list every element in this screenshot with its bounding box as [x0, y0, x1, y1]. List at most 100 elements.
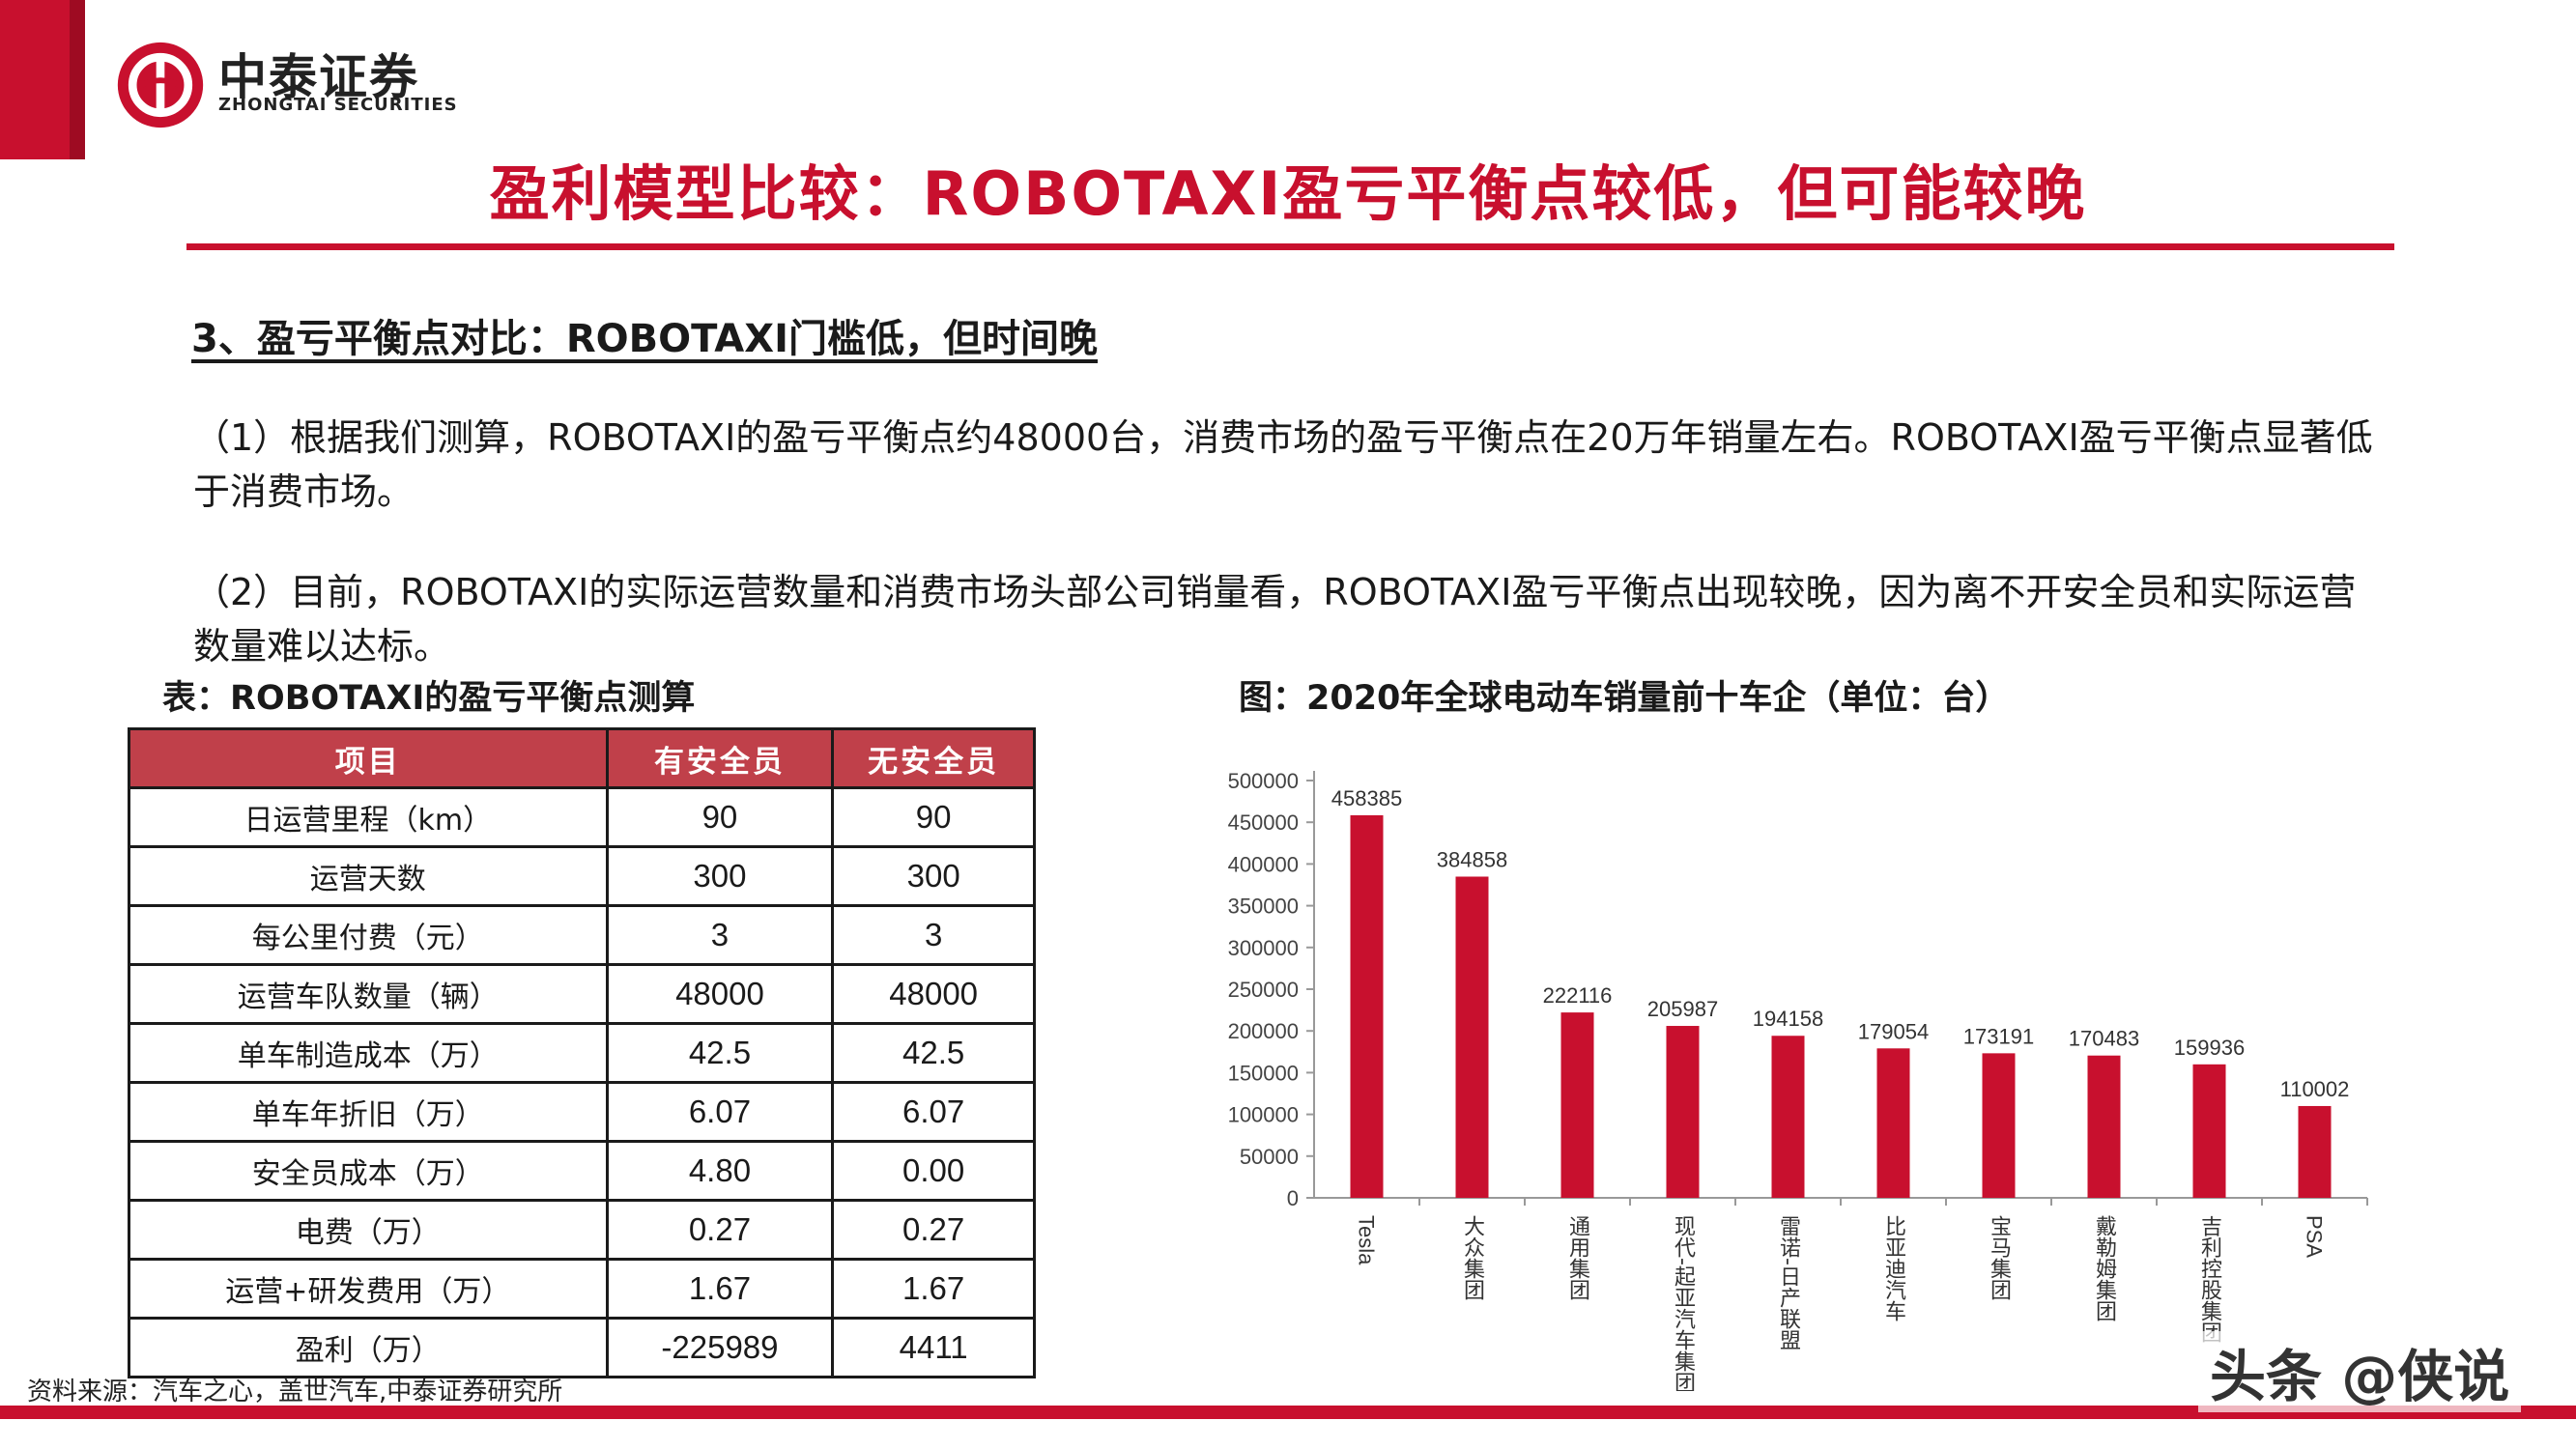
bar — [1982, 1053, 2016, 1198]
watermark: 头条 @侠说 — [2198, 1331, 2522, 1412]
table-cell: 0.27 — [831, 1199, 1036, 1261]
data-label: 205987 — [1647, 997, 1718, 1021]
paragraph-1: （1）根据我们测算，ROBOTAXI的盈亏平衡点约48000台，消费市场的盈亏平… — [193, 416, 2373, 513]
left-brand-bar-shade — [70, 0, 85, 159]
table-cell: -225989 — [605, 1317, 835, 1378]
table-cell: 1.67 — [605, 1258, 835, 1320]
table-cell: 4411 — [831, 1317, 1036, 1378]
x-tick-label: 大众集团 — [1460, 1215, 1485, 1300]
table-cell: 单车制造成本（万） — [128, 1022, 609, 1084]
x-tick-label: Tesla — [1355, 1215, 1379, 1265]
table-header-row: 项目 有安全员 无安全员 — [128, 727, 1036, 789]
table-cell: 6.07 — [605, 1081, 835, 1143]
data-label: 173191 — [1963, 1024, 2034, 1048]
bar — [1455, 876, 1489, 1198]
table-header-cell: 无安全员 — [831, 727, 1036, 789]
table-cell: 电费（万） — [128, 1199, 609, 1261]
bottom-rule — [0, 1406, 2576, 1419]
y-tick-label: 350000 — [1228, 895, 1299, 919]
table-cell: 盈利（万） — [128, 1317, 609, 1378]
bar — [1876, 1048, 1910, 1198]
x-tick-label: 吉利控股集团 — [2197, 1215, 2222, 1343]
brand-name-en: ZHONGTAI SECURITIES — [218, 95, 458, 115]
x-tick-label: 雷诺-日产联盟 — [1776, 1215, 1801, 1350]
bar — [1560, 1012, 1594, 1198]
table-cell: 安全员成本（万） — [128, 1140, 609, 1202]
x-tick-label: 现代-起亚汽车集团 — [1671, 1215, 1696, 1391]
table-cell: 0.00 — [831, 1140, 1036, 1202]
table-row: 运营车队数量（辆） 48000 48000 — [128, 963, 1036, 1025]
breakeven-table: 项目 有安全员 无安全员 日运营里程（km） 90 90 运营天数 300 30… — [128, 727, 1036, 1378]
data-label: 384858 — [1437, 847, 1507, 871]
table-cell: 运营天数 — [128, 845, 609, 907]
chart-caption: 图：2020年全球电动车销量前十车企（单位：台） — [1239, 679, 2010, 718]
table-cell: 1.67 — [831, 1258, 1036, 1320]
table-cell: 0.27 — [605, 1199, 835, 1261]
table-cell: 4.80 — [605, 1140, 835, 1202]
y-tick-label: 150000 — [1228, 1061, 1299, 1085]
ev-sales-bar-chart: 0 50000 100000 150000 200000 250000 300000 3500… — [1228, 769, 2368, 1391]
table-cell: 日运营里程（km） — [128, 786, 609, 848]
table-cell: 运营+研发费用（万） — [128, 1258, 609, 1320]
y-tick-label: 400000 — [1228, 852, 1299, 876]
data-label: 179054 — [1858, 1019, 1929, 1043]
bar — [2087, 1055, 2121, 1198]
table-cell: 90 — [605, 786, 835, 848]
table-row: 运营天数 300 300 — [128, 845, 1036, 907]
table-cell: 90 — [831, 786, 1036, 848]
table-row: 运营+研发费用（万） 1.67 1.67 — [128, 1258, 1036, 1320]
x-tick-label: 通用集团 — [1565, 1215, 1590, 1300]
x-tick-label: 宝马集团 — [1987, 1215, 2012, 1300]
y-tick-label: 450000 — [1228, 810, 1299, 835]
table-cell: 每公里付费（元） — [128, 904, 609, 966]
table-cell: 运营车队数量（辆） — [128, 963, 609, 1025]
table-row: 单车年折旧（万） 6.07 6.07 — [128, 1081, 1036, 1143]
table-cell: 48000 — [831, 963, 1036, 1025]
brand-name-cn: 中泰证券 — [218, 49, 419, 105]
data-label: 110002 — [2280, 1077, 2350, 1101]
table-row: 每公里付费（元） 3 3 — [128, 904, 1036, 966]
data-label: 222116 — [1543, 983, 1613, 1008]
bar — [2298, 1105, 2332, 1198]
table-cell: 42.5 — [605, 1022, 835, 1084]
slide-title: 盈利模型比较：ROBOTAXI盈亏平衡点较低，但可能较晚 — [489, 158, 2087, 229]
table-row: 安全员成本（万） 4.80 0.00 — [128, 1140, 1036, 1202]
table-row: 电费（万） 0.27 0.27 — [128, 1199, 1036, 1261]
table-row: 日运营里程（km） 90 90 — [128, 786, 1036, 848]
table-cell: 3 — [605, 904, 835, 966]
table-cell: 单车年折旧（万） — [128, 1081, 609, 1143]
data-label: 458385 — [1331, 786, 1402, 810]
table-caption: 表：ROBOTAXI的盈亏平衡点测算 — [162, 679, 696, 718]
table-row: 单车制造成本（万） 42.5 42.5 — [128, 1022, 1036, 1084]
y-tick-label: 500000 — [1228, 769, 1299, 793]
data-label: 159936 — [2174, 1036, 2245, 1060]
y-tick-label: 100000 — [1228, 1103, 1299, 1127]
y-tick-label: 200000 — [1228, 1019, 1299, 1043]
x-tick-label: 戴勒姆集团 — [2092, 1215, 2117, 1321]
zhongtai-logo-icon — [117, 42, 204, 128]
bar — [1350, 814, 1384, 1198]
table-cell: 6.07 — [831, 1081, 1036, 1143]
source-note: 资料来源：汽车之心，盖世汽车,中泰证券研究所 — [27, 1378, 563, 1406]
table-cell: 300 — [831, 845, 1036, 907]
x-tick-label: 比亚迪汽车 — [1881, 1215, 1906, 1321]
data-label: 170483 — [2069, 1027, 2139, 1051]
y-tick-label: 0 — [1287, 1186, 1299, 1210]
title-underline — [186, 243, 2394, 250]
table-cell: 42.5 — [831, 1022, 1036, 1084]
bar — [2192, 1064, 2226, 1198]
table-cell: 3 — [831, 904, 1036, 966]
y-tick-label: 300000 — [1228, 936, 1299, 960]
y-tick-label: 50000 — [1240, 1145, 1299, 1169]
bar — [1771, 1036, 1805, 1198]
y-tick-label: 250000 — [1228, 978, 1299, 1002]
table-header-cell: 有安全员 — [605, 727, 835, 789]
x-tick-label: PSA — [2303, 1215, 2327, 1258]
section-heading: 3、盈亏平衡点对比：ROBOTAXI门槛低，但时间晚 — [191, 317, 1098, 361]
table-header-cell: 项目 — [128, 727, 609, 789]
bar — [1666, 1026, 1700, 1198]
paragraph-2: （2）目前，ROBOTAXI的实际运营数量和消费市场头部公司销量看，ROBOTA… — [193, 571, 2357, 668]
table-cell: 300 — [605, 845, 835, 907]
table-row: 盈利（万） -225989 4411 — [128, 1317, 1036, 1378]
data-label: 194158 — [1753, 1007, 1823, 1031]
